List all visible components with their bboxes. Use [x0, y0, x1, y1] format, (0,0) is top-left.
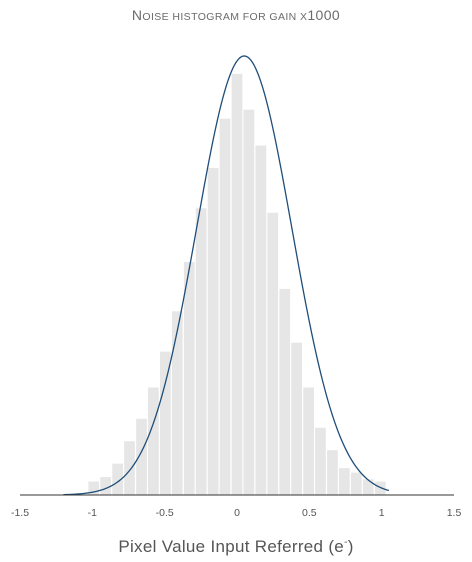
- x-axis-title: Pixel Value Input Referred (e-): [118, 537, 353, 556]
- histogram-bar: [315, 427, 326, 495]
- x-tick-label: -0.5: [156, 507, 174, 519]
- histogram-bars: [88, 73, 386, 496]
- histogram-bar: [291, 342, 302, 495]
- histogram-bar: [350, 472, 362, 495]
- histogram-bar: [374, 481, 386, 495]
- histogram-bar: [362, 479, 374, 495]
- chart-title-num: 1000: [307, 7, 340, 23]
- histogram-bar: [195, 208, 207, 495]
- histogram-bar: [267, 212, 279, 495]
- histogram-bar: [338, 468, 350, 495]
- chart-title-rest: OISE HISTOGRAM FOR GAIN X: [142, 11, 307, 23]
- x-axis-title-close: ): [348, 537, 354, 556]
- histogram-bar: [136, 418, 147, 495]
- histogram-bar: [219, 118, 231, 496]
- histogram-bar: [171, 311, 183, 495]
- histogram-bar: [160, 351, 171, 495]
- histogram-bar: [88, 481, 100, 495]
- histogram-bar: [112, 463, 124, 495]
- histogram-bar: [327, 450, 338, 495]
- x-tick-label: 1.5: [447, 507, 462, 519]
- x-axis-title-main: Pixel Value Input Referred (e: [118, 537, 344, 556]
- gaussian-fit-curve: [63, 55, 390, 496]
- histogram-bar: [183, 262, 195, 495]
- histogram-bar: [148, 387, 159, 495]
- histogram-bar: [279, 288, 291, 495]
- chart-title-cap: N: [132, 7, 143, 23]
- histogram-bar: [100, 477, 112, 495]
- x-tick-label: -1: [88, 507, 97, 519]
- histogram-bar: [255, 145, 267, 495]
- x-tick-label: 1: [379, 507, 385, 519]
- x-tick-label: -1.5: [11, 507, 29, 519]
- histogram-bar: [243, 109, 255, 495]
- histogram-bar: [124, 441, 135, 495]
- chart-title: NOISE HISTOGRAM FOR GAIN X1000: [132, 7, 340, 23]
- histogram-bar: [207, 167, 219, 495]
- x-tick-label: 0: [234, 507, 240, 519]
- histogram-bar: [303, 387, 314, 495]
- x-axis-ticks: -1.5 -1 -0.5 0 0.5 1 1.5: [11, 507, 461, 519]
- x-axis-title-sup: -: [344, 537, 348, 548]
- x-tick-label: 0.5: [302, 507, 317, 519]
- histogram-bar: [231, 73, 243, 495]
